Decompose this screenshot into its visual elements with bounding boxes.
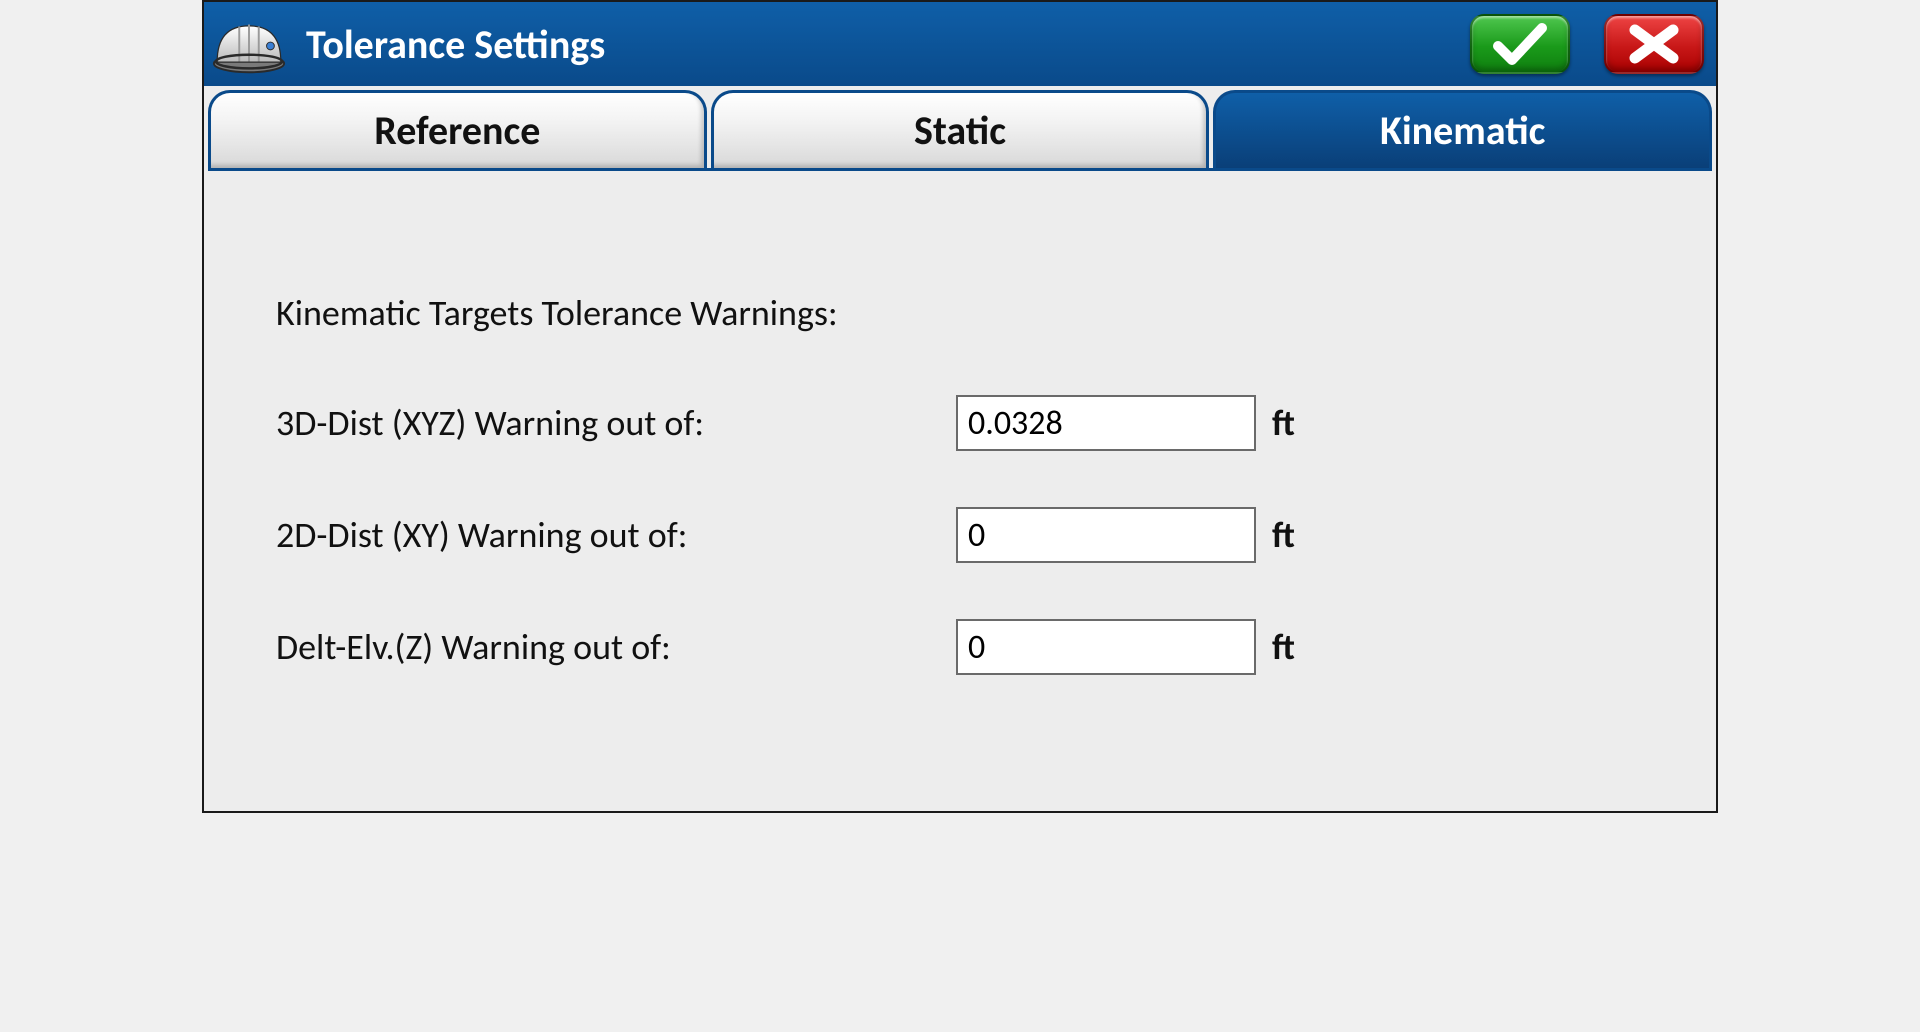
tab-reference[interactable]: Reference (208, 90, 707, 168)
row-label: Delt-Elv.(Z) Warning out of: (276, 625, 956, 669)
tolerance-row-2d: 2D-Dist (XY) Warning out of: ft (276, 507, 1644, 563)
dialog-window: Tolerance Settings Reference Static Kine… (202, 0, 1718, 813)
dialog-title: Tolerance Settings (306, 20, 1452, 69)
unit-label: ft (1272, 513, 1295, 557)
ok-button[interactable] (1470, 14, 1570, 74)
check-icon (1492, 22, 1548, 66)
tab-label: Static (914, 106, 1006, 155)
input-3d-dist[interactable] (956, 395, 1256, 451)
tab-content-kinematic: Kinematic Targets Tolerance Warnings: 3D… (204, 171, 1716, 811)
titlebar: Tolerance Settings (204, 2, 1716, 86)
tab-kinematic[interactable]: Kinematic (1213, 90, 1712, 168)
row-label: 3D-Dist (XYZ) Warning out of: (276, 401, 956, 445)
tab-label: Reference (374, 106, 540, 155)
row-label: 2D-Dist (XY) Warning out of: (276, 513, 956, 557)
tab-bar: Reference Static Kinematic (204, 86, 1716, 168)
tab-label: Kinematic (1380, 106, 1545, 155)
tolerance-row-3d: 3D-Dist (XYZ) Warning out of: ft (276, 395, 1644, 451)
tolerance-row-delt-elv: Delt-Elv.(Z) Warning out of: ft (276, 619, 1644, 675)
close-icon (1629, 24, 1679, 64)
unit-label: ft (1272, 401, 1295, 445)
unit-label: ft (1272, 625, 1295, 669)
tab-static[interactable]: Static (711, 90, 1210, 168)
hardhat-icon (210, 12, 288, 76)
section-header: Kinematic Targets Tolerance Warnings: (276, 291, 1644, 335)
input-delt-elv[interactable] (956, 619, 1256, 675)
cancel-button[interactable] (1604, 14, 1704, 74)
input-2d-dist[interactable] (956, 507, 1256, 563)
